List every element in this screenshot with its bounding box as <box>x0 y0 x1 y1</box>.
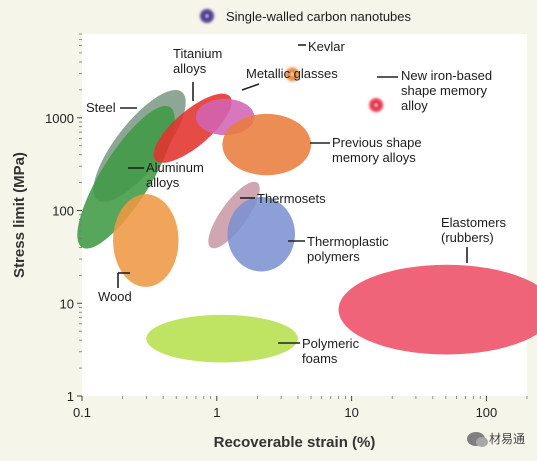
label-titanium-alloys: Titanium alloys <box>173 46 222 76</box>
label-thermosets: Thermosets <box>257 191 326 206</box>
label-steel: Steel <box>86 100 116 115</box>
label-previous-shape-memory-alloys: Previous shape memory alloys <box>332 135 422 165</box>
label-new-iron-based-shape-memory-alloy: New iron-based shape memory alloy <box>401 68 492 113</box>
material-regions <box>77 9 537 363</box>
label-kevlar: Kevlar <box>308 39 346 54</box>
label-elastomers-rubbers: Elastomers (rubbers) <box>441 215 507 245</box>
region-polymeric-foams <box>146 314 298 363</box>
y-tick-label: 1000 <box>45 111 74 126</box>
watermark: 材易通 <box>466 430 525 447</box>
label-single-walled-carbon-nanotubes: Single-walled carbon nanotubes <box>226 9 412 24</box>
y-tick-label: 10 <box>60 296 74 311</box>
watermark-text: 材易通 <box>488 432 525 446</box>
region-previous-shape-memory-alloys <box>222 113 312 176</box>
y-tick-label: 1 <box>67 389 74 404</box>
x-tick-label: 10 <box>344 405 358 420</box>
label-thermoplastic-polymers: Thermoplastic polymers <box>307 234 389 264</box>
x-axis-title: Recoverable strain (%) <box>214 434 376 451</box>
label-wood: Wood <box>98 289 132 304</box>
x-tick-label: 1 <box>213 405 220 420</box>
y-tick-label: 100 <box>52 204 74 219</box>
region-elastomers-rubbers <box>338 264 537 355</box>
y-axis-title: Stress limit (MPa) <box>11 152 28 278</box>
chat-bubble-icon <box>466 431 488 447</box>
x-tick-label: 100 <box>476 405 498 420</box>
label-aluminum-alloys: Aluminum alloys <box>146 160 204 190</box>
region-wood <box>113 194 179 287</box>
material-labels: Single-walled carbon nanotubes Steel Alumi… <box>86 9 507 366</box>
region-aluminum-alloys <box>77 105 175 249</box>
region-thermoplastic-polymers <box>227 196 295 272</box>
label-metallic-glasses: Metallic glasses <box>246 66 338 81</box>
label-polymeric-foams: Polymeric foams <box>302 336 360 366</box>
x-tick-label: 0.1 <box>73 405 91 420</box>
leader-line-metallic-glasses <box>241 83 260 91</box>
